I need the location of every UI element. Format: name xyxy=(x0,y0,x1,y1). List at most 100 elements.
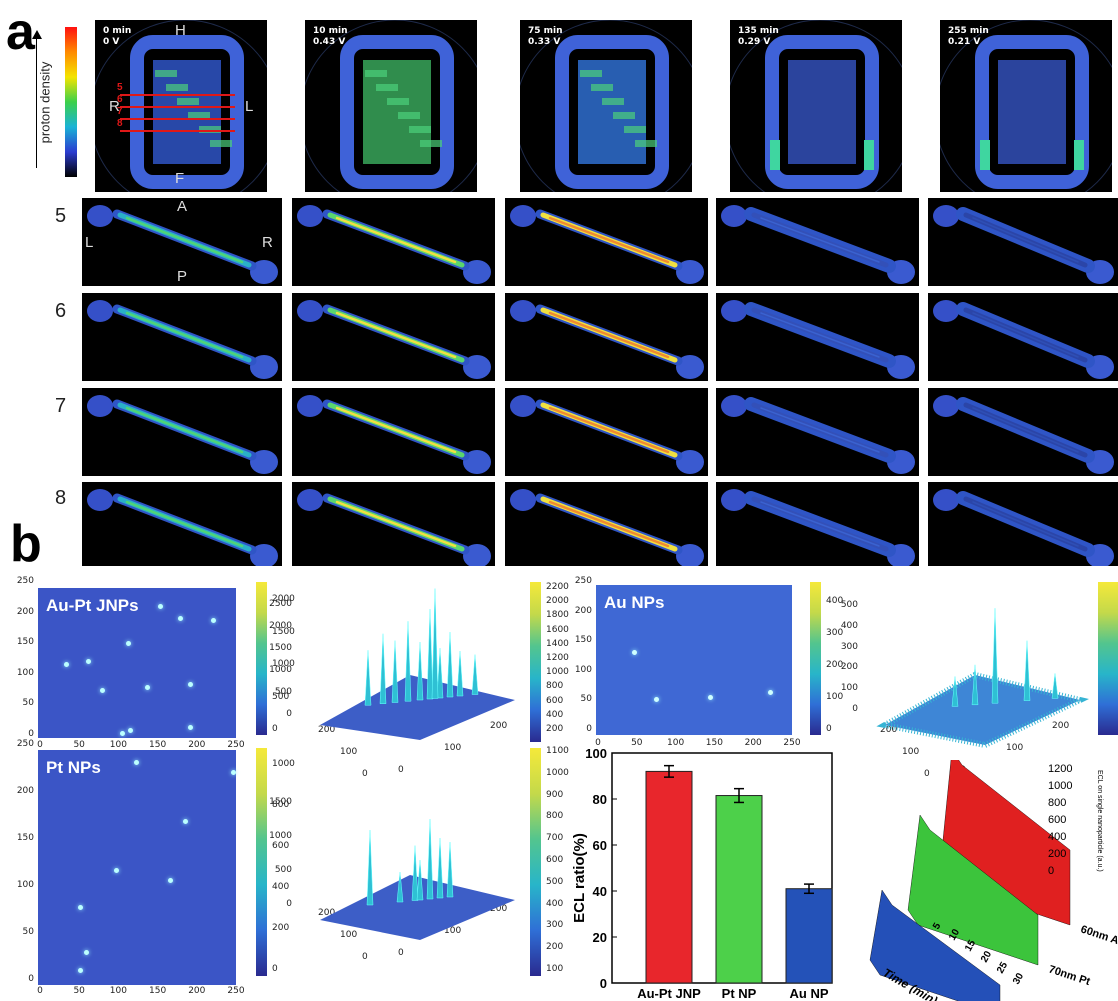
tick-label: 200 xyxy=(574,605,592,616)
tick-label: 1000 xyxy=(269,665,292,675)
tick-label: 300 xyxy=(840,641,858,652)
tick-label: 0 xyxy=(272,724,278,734)
orientation-p: P xyxy=(177,268,188,285)
surface-spikes xyxy=(366,818,454,906)
tick-label: 50 xyxy=(580,694,592,705)
mri-top-image: 255 min 0.21 V xyxy=(940,20,1112,192)
slice-line xyxy=(120,118,235,120)
mri-slice-graphic xyxy=(297,300,491,379)
mri-slice-image xyxy=(928,293,1118,381)
tick-label: 200 xyxy=(318,908,336,918)
mri-slice-graphic xyxy=(297,489,491,566)
tick-label: 50 xyxy=(22,927,34,937)
tick-label: 500 xyxy=(546,876,564,887)
heatmap-title: Pt NPs xyxy=(46,758,101,777)
tick-label: 250 xyxy=(783,738,801,748)
arrow-head-icon xyxy=(32,30,42,39)
y-tick-label: 80 xyxy=(593,792,607,807)
colorbar xyxy=(810,582,821,735)
hotspot xyxy=(134,760,139,765)
hotspot xyxy=(654,697,659,702)
hotspot xyxy=(188,725,193,730)
proton-density-colorbar xyxy=(65,27,77,177)
tick-label: 0 xyxy=(28,974,34,984)
tick-label: 1500 xyxy=(269,643,292,653)
tick-label: 400 xyxy=(840,620,858,631)
hotspot xyxy=(128,728,133,733)
mri-slice-image xyxy=(716,482,919,566)
x-tick-label: 20 xyxy=(979,949,994,965)
mri-slice-graphic xyxy=(933,205,1114,284)
hotspot xyxy=(708,695,713,700)
slice-line-label: 8 xyxy=(117,118,123,129)
mri-slice-graphic xyxy=(510,489,704,566)
colorbar xyxy=(1098,582,1118,735)
surface-noise xyxy=(876,671,1089,749)
tick-label: 300 xyxy=(826,628,844,638)
tick-label: 100 xyxy=(667,738,685,748)
tick-label: 600 xyxy=(272,841,290,851)
mri-slice-graphic xyxy=(510,300,704,379)
mri-slice-image xyxy=(928,198,1118,286)
mri-slice-graphic xyxy=(510,205,704,284)
tick-label: 500 xyxy=(274,865,292,875)
panel-label-b: b xyxy=(10,515,42,573)
tick-label: 1600 xyxy=(546,624,569,635)
bar xyxy=(785,888,833,984)
timepoint-caption: 255 min 0.21 V xyxy=(948,26,989,48)
timepoint-caption: 135 min 0.29 V xyxy=(738,26,779,48)
slice-row-label: 8 xyxy=(55,487,67,509)
tick-label: 200 xyxy=(490,721,508,731)
tick-label: 100 xyxy=(1006,743,1024,753)
tick-label: 200 xyxy=(16,786,34,796)
tick-label: 2000 xyxy=(546,596,569,607)
slice-row-label: 7 xyxy=(55,395,67,417)
hotspot xyxy=(183,819,188,824)
slice-line-label: 7 xyxy=(117,106,123,117)
bar xyxy=(715,795,763,984)
tick-label: 150 xyxy=(16,637,34,648)
tick-label: 400 xyxy=(546,709,564,720)
orientation-h: H xyxy=(175,22,186,39)
mri-slice-graphic xyxy=(510,395,704,474)
tick-label: 0 xyxy=(398,765,404,775)
mri-slice-image xyxy=(928,482,1118,566)
slice-row-label: 6 xyxy=(55,300,67,322)
tick-label: 50 xyxy=(73,986,85,996)
mri-slice-image xyxy=(292,198,495,286)
tick-label: 0 xyxy=(586,724,592,734)
tick-label: 200 xyxy=(546,942,564,953)
hotspot xyxy=(158,604,163,609)
mri-slice-image xyxy=(82,482,282,566)
tick-label: 700 xyxy=(546,833,564,844)
mri-top-graphic xyxy=(520,20,692,192)
surface-plot-au-pt xyxy=(320,588,515,740)
hotspot xyxy=(78,968,83,973)
tick-label: 200 xyxy=(318,725,336,735)
tick-label: 200 xyxy=(272,923,290,933)
mri-top-graphic xyxy=(730,20,902,192)
tick-label: 400 xyxy=(546,898,564,909)
series-label: 70nm Pt xyxy=(1047,963,1092,988)
tick-label: 200 xyxy=(16,606,34,617)
timepoint-caption: 0 min 0 V xyxy=(103,26,131,48)
tick-label: 200 xyxy=(188,740,206,750)
tick-label: 250 xyxy=(227,740,245,750)
tick-label: 200 xyxy=(840,662,858,673)
surface-plot-pt xyxy=(320,818,515,940)
mri-slice-image xyxy=(505,293,708,381)
series-ribbon xyxy=(869,889,1001,1001)
tick-label: 0 xyxy=(924,769,930,779)
mri-top-image: 135 min 0.29 V xyxy=(730,20,902,192)
mri-top-graphic xyxy=(940,20,1112,192)
tick-label: 250 xyxy=(16,576,34,586)
hotspot xyxy=(126,641,131,646)
timepoint-voltage: 0.33 V xyxy=(528,37,561,47)
z-tick-label: 400 xyxy=(1048,831,1066,843)
z-tick-label: 200 xyxy=(1048,848,1066,860)
slice-row-label: 5 xyxy=(55,205,67,227)
proton-density-arrow-icon xyxy=(36,38,37,168)
tick-label: 100 xyxy=(444,926,462,936)
z-tick-label: 0 xyxy=(1048,865,1054,877)
surface-plane xyxy=(320,675,515,740)
